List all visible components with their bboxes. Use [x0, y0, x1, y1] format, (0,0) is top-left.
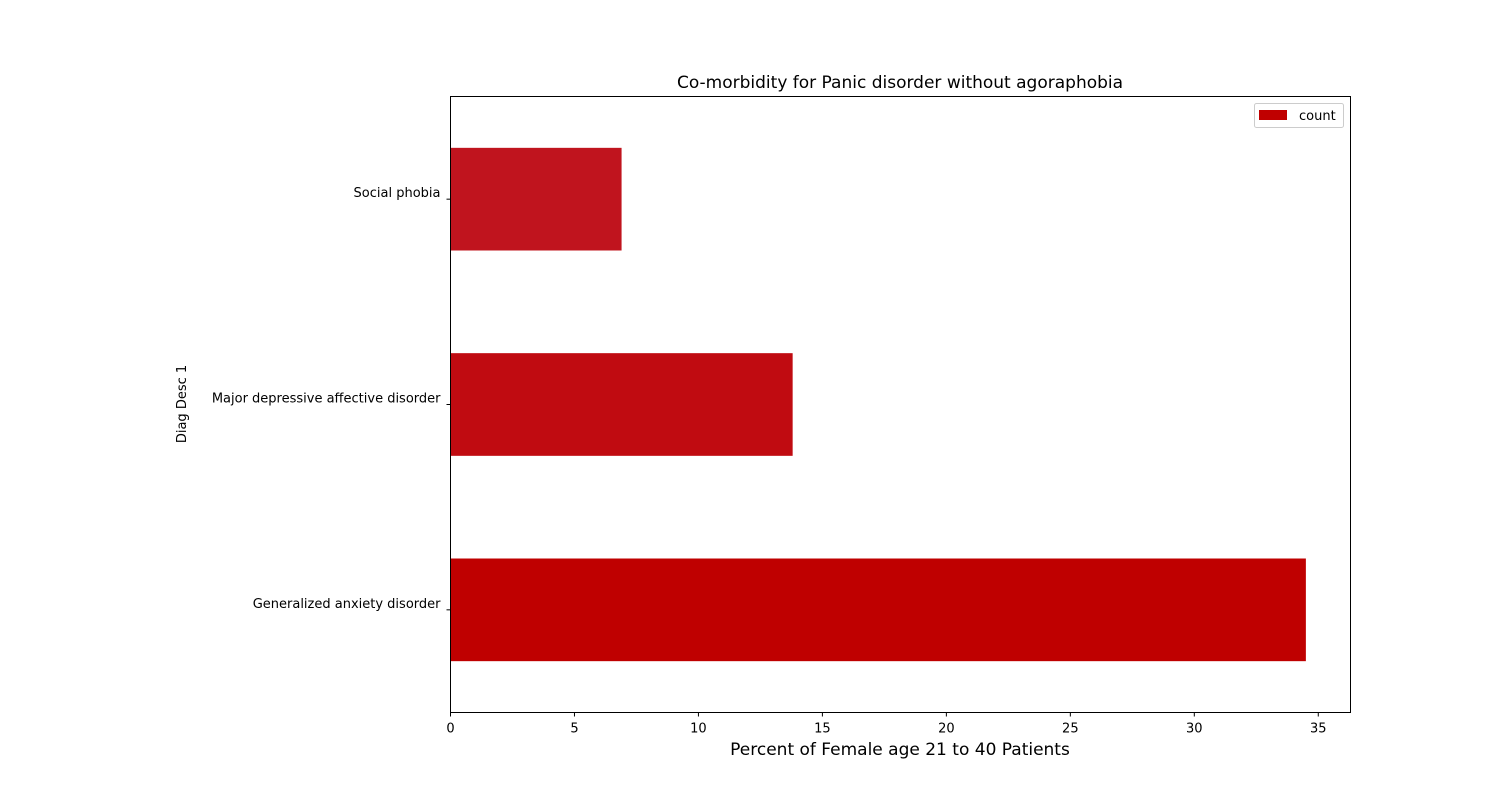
x-tick-label: 0 [446, 722, 454, 737]
bar [450, 353, 793, 456]
x-tick-label: 15 [814, 722, 831, 737]
plot-area-frame [450, 96, 1351, 713]
x-tick-label: 35 [1310, 722, 1327, 737]
x-tick-label: 5 [570, 722, 578, 737]
x-tick-label: 30 [1186, 722, 1203, 737]
x-tick-label: 20 [938, 722, 955, 737]
y-tick-label: Generalized anxiety disorder [253, 597, 441, 612]
x-axis-ticks: 0 5 10 15 20 25 30 35 [446, 712, 1327, 737]
x-tick-label: 10 [690, 722, 707, 737]
legend-swatch [1259, 110, 1287, 120]
bar [450, 558, 1306, 662]
legend-label: count [1299, 109, 1336, 124]
bars-layer [450, 147, 1306, 662]
x-axis-label: Percent of Female age 21 to 40 Patients [730, 740, 1070, 760]
chart-title: Co-morbidity for Panic disorder without … [677, 73, 1123, 93]
legend: count [1254, 103, 1344, 128]
y-axis-label: Diag Desc 1 [175, 365, 190, 443]
legend-frame [1254, 103, 1344, 128]
y-tick-label: Major depressive affective disorder [212, 392, 441, 407]
x-tick-label: 25 [1062, 722, 1079, 737]
bar [450, 147, 622, 251]
y-axis-ticks: Generalized anxiety disorder Major depres… [212, 186, 451, 612]
y-tick-label: Social phobia [354, 186, 441, 201]
